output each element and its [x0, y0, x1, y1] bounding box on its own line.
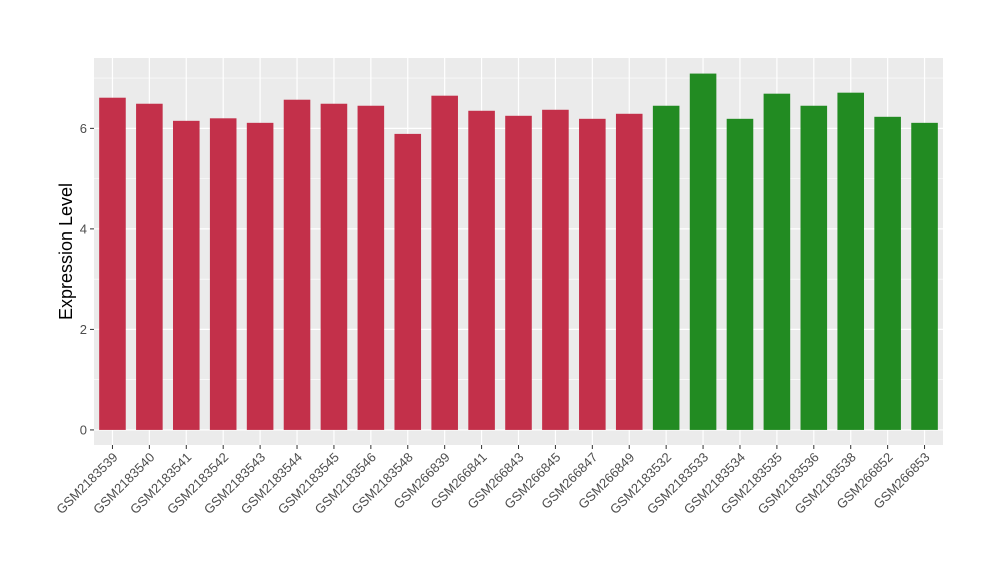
bar-GSM2183543	[246, 122, 274, 430]
bar-GSM266843	[505, 115, 532, 430]
bar-GSM2183536	[800, 105, 828, 430]
bar-GSM266845	[542, 109, 569, 430]
bar-GSM266839	[431, 95, 458, 430]
y-tick-label: 0	[80, 422, 87, 437]
bar-GSM2183544	[283, 99, 311, 430]
bar-GSM2183540	[136, 103, 163, 430]
y-tick-label: 4	[80, 221, 87, 236]
bar-GSM266841	[468, 110, 495, 430]
bars	[99, 73, 938, 430]
x-axis: GSM2183539GSM2183540GSM2183541GSM2183542…	[53, 445, 933, 517]
bar-GSM2183546	[357, 105, 385, 430]
bar-GSM2183541	[172, 120, 200, 430]
bar-GSM2183534	[726, 118, 754, 430]
bar-GSM2183542	[209, 118, 237, 430]
y-tick-label: 6	[80, 121, 87, 136]
bar-GSM2183532	[652, 105, 680, 430]
bar-GSM2183548	[394, 133, 422, 430]
bar-GSM266852	[874, 116, 901, 430]
bar-GSM2183539	[99, 97, 126, 430]
bar-GSM2183538	[837, 92, 865, 430]
y-tick-label: 2	[80, 322, 87, 337]
bar-GSM2183545	[320, 103, 348, 430]
bar-GSM266853	[911, 122, 938, 430]
bar-GSM2183533	[689, 73, 717, 430]
y-axis: 0 2 4 6	[80, 121, 94, 437]
bar-GSM266849	[615, 113, 643, 430]
y-axis-label: Expression Level	[56, 183, 76, 320]
bar-GSM2183535	[763, 93, 791, 430]
bar-GSM266847	[579, 118, 606, 430]
